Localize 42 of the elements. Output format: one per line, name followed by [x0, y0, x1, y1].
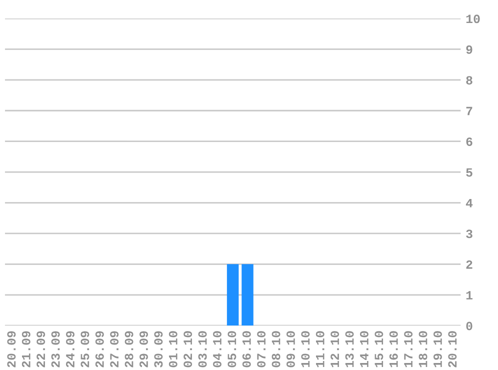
x-tick-label: 01.10	[168, 331, 178, 368]
y-tick-label: 5	[466, 168, 472, 177]
x-tick-label: 07.10	[257, 331, 266, 368]
x-tick-label: 19.10	[433, 331, 442, 368]
x-tick-label: 04.10	[212, 331, 222, 368]
y-tick-label: 8	[466, 76, 472, 85]
y-tick-label: 3	[466, 230, 472, 238]
x-tick-label: 18.10	[418, 331, 428, 368]
x-tick-label: 08.10	[272, 331, 280, 368]
x-tick-label: 24.09	[66, 331, 74, 368]
x-tick-label: 11.10	[316, 331, 324, 368]
x-tick-label: 21.09	[22, 331, 30, 368]
y-tick-label: 0	[466, 322, 472, 330]
x-tick-label: 14.10	[360, 331, 368, 368]
x-tick-label: 10.10	[301, 331, 310, 368]
x-tick-label: 17.10	[404, 331, 413, 368]
y-tick-label: 2	[466, 260, 472, 269]
y-tick-label: 9	[466, 45, 472, 54]
x-tick-label: 25.09	[80, 331, 90, 368]
x-tick-label: 02.10	[184, 331, 192, 368]
x-tick-label: 20.10	[448, 331, 457, 368]
x-tick-label: 22.09	[36, 331, 46, 368]
x-tick-label: 06.10	[242, 331, 251, 368]
x-tick-label: 05.10	[228, 331, 236, 368]
y-tick-label: 4	[466, 199, 473, 208]
x-tick-label: 26.09	[95, 331, 104, 368]
x-tick-label: 29.09	[139, 331, 148, 368]
y-tick-label: 1	[466, 291, 472, 300]
x-tick-label: 13.10	[345, 331, 354, 368]
x-tick-label: 23.09	[51, 331, 60, 368]
x-tick-label: 12.10	[330, 331, 340, 368]
x-tick-label: 28.09	[124, 331, 134, 368]
x-tick-label: 27.09	[110, 331, 119, 368]
x-tick-label: 09.10	[286, 331, 295, 368]
x-tick-label: 30.09	[154, 331, 163, 368]
x-tick-label: 16.10	[389, 331, 398, 368]
y-tick-label: 10	[466, 14, 480, 24]
x-tick-label: 03.10	[198, 331, 207, 368]
x-tick-label: 15.10	[374, 331, 384, 368]
x-tick-label: 20.09	[7, 331, 16, 368]
y-tick-label: 7	[466, 106, 472, 116]
y-tick-label: 6	[466, 138, 472, 146]
